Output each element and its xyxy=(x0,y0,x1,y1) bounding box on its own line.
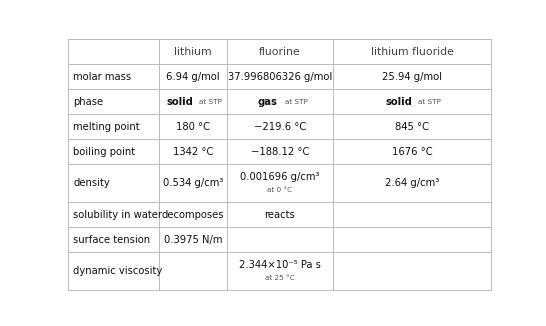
Text: surface tension: surface tension xyxy=(73,235,151,244)
Text: 2.344×10⁻⁵ Pa s: 2.344×10⁻⁵ Pa s xyxy=(239,259,321,270)
Text: 6.94 g/mol: 6.94 g/mol xyxy=(167,72,220,82)
Text: at 25 °C: at 25 °C xyxy=(265,274,295,281)
Text: −188.12 °C: −188.12 °C xyxy=(251,146,309,156)
Text: decomposes: decomposes xyxy=(162,210,224,220)
Text: 25.94 g/mol: 25.94 g/mol xyxy=(382,72,442,82)
Text: fluorine: fluorine xyxy=(259,47,301,57)
Text: 0.534 g/cm³: 0.534 g/cm³ xyxy=(163,178,223,188)
Text: at 0 °C: at 0 °C xyxy=(267,186,293,193)
Text: 180 °C: 180 °C xyxy=(176,122,210,132)
Text: gas: gas xyxy=(257,96,277,107)
Text: 1676 °C: 1676 °C xyxy=(391,146,432,156)
Text: solid: solid xyxy=(386,96,413,107)
Text: −219.6 °C: −219.6 °C xyxy=(254,122,306,132)
Text: solid: solid xyxy=(167,96,194,107)
Text: boiling point: boiling point xyxy=(73,146,135,156)
Text: lithium fluoride: lithium fluoride xyxy=(371,47,454,57)
Text: molar mass: molar mass xyxy=(73,72,132,82)
Text: phase: phase xyxy=(73,96,103,107)
Text: melting point: melting point xyxy=(73,122,140,132)
Text: at STP: at STP xyxy=(199,98,222,105)
Text: 0.001696 g/cm³: 0.001696 g/cm³ xyxy=(240,171,319,182)
Text: 0.3975 N/m: 0.3975 N/m xyxy=(164,235,222,244)
Text: at STP: at STP xyxy=(286,98,308,105)
Text: density: density xyxy=(73,178,110,188)
Text: 845 °C: 845 °C xyxy=(395,122,429,132)
Text: lithium: lithium xyxy=(174,47,212,57)
Text: 2.64 g/cm³: 2.64 g/cm³ xyxy=(385,178,439,188)
Text: 1342 °C: 1342 °C xyxy=(173,146,213,156)
Text: reacts: reacts xyxy=(264,210,295,220)
Text: solubility in water: solubility in water xyxy=(73,210,162,220)
Text: at STP: at STP xyxy=(418,98,441,105)
Text: 37.996806326 g/mol: 37.996806326 g/mol xyxy=(228,72,332,82)
Text: dynamic viscosity: dynamic viscosity xyxy=(73,266,163,276)
